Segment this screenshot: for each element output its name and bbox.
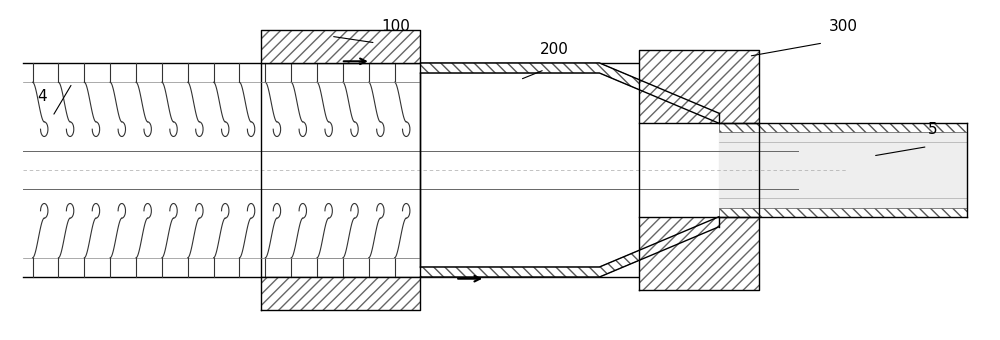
Polygon shape (261, 277, 420, 310)
Text: 200: 200 (540, 42, 569, 57)
Polygon shape (719, 208, 967, 217)
Text: 5: 5 (928, 122, 937, 137)
Text: 100: 100 (381, 19, 410, 34)
Polygon shape (420, 63, 719, 123)
Text: 300: 300 (829, 19, 858, 34)
Polygon shape (261, 30, 420, 63)
Polygon shape (719, 123, 967, 132)
Polygon shape (639, 217, 759, 290)
Polygon shape (420, 217, 719, 277)
Text: 4: 4 (38, 89, 47, 104)
Polygon shape (639, 50, 759, 123)
